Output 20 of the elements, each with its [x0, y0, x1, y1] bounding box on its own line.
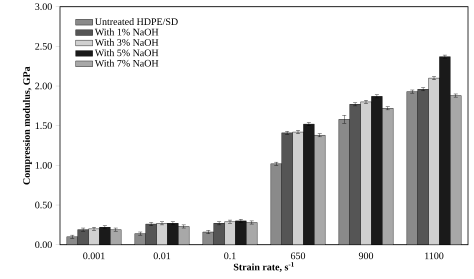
legend-label: With 3% NaOH	[94, 38, 158, 46]
y-tick-label: 0.50	[35, 202, 52, 209]
x-tick-label: 900	[358, 252, 374, 260]
y-axis-title: Compression modulus, GPa	[22, 66, 32, 185]
x-tick-label: 1100	[425, 252, 444, 260]
y-tick-label: 3.00	[35, 3, 52, 10]
y-tick-label: 1.00	[36, 162, 52, 169]
legend-label: With 5% NaOH	[94, 49, 158, 56]
y-tick-label: 2.50	[35, 43, 52, 50]
x-tick-label: 0.01	[154, 252, 170, 260]
legend-label: With 1% NaOH	[94, 28, 158, 36]
y-tick-label: 0.00	[35, 241, 52, 248]
y-tick-label: 2.00	[35, 82, 52, 90]
legend-label: With 7% NaOH	[94, 60, 158, 67]
x-axis-title: Strain rate, s$^{-1}$	[234, 262, 294, 272]
y-tick-label: 1.50	[36, 122, 52, 130]
legend-label: Untreated HDPE/SD	[95, 18, 178, 26]
x-tick-label: 0.1	[224, 252, 236, 260]
x-tick-label: 0.001	[83, 252, 105, 260]
x-tick-label: 650	[290, 252, 306, 260]
